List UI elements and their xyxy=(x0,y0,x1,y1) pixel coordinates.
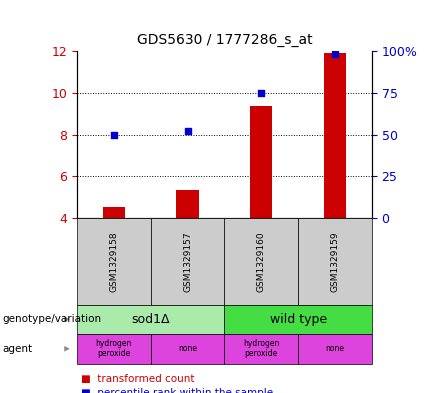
Text: sod1Δ: sod1Δ xyxy=(132,313,170,326)
Bar xyxy=(250,107,272,218)
Title: GDS5630 / 1777286_s_at: GDS5630 / 1777286_s_at xyxy=(136,33,312,47)
Text: none: none xyxy=(178,344,197,353)
Text: agent: agent xyxy=(2,344,32,354)
Point xyxy=(331,51,338,57)
Text: GSM1329159: GSM1329159 xyxy=(330,231,339,292)
Bar xyxy=(103,207,125,218)
Bar xyxy=(176,190,198,218)
Text: none: none xyxy=(326,344,345,353)
Text: ■  percentile rank within the sample: ■ percentile rank within the sample xyxy=(81,388,274,393)
Point xyxy=(110,131,117,138)
Text: genotype/variation: genotype/variation xyxy=(2,314,101,324)
Text: GSM1329157: GSM1329157 xyxy=(183,231,192,292)
Bar xyxy=(324,53,346,218)
Text: GSM1329160: GSM1329160 xyxy=(257,231,266,292)
Text: hydrogen
peroxide: hydrogen peroxide xyxy=(95,339,132,358)
Text: wild type: wild type xyxy=(270,313,326,326)
Point xyxy=(258,90,265,96)
Point xyxy=(184,128,191,134)
Text: hydrogen
peroxide: hydrogen peroxide xyxy=(243,339,279,358)
Text: GSM1329158: GSM1329158 xyxy=(110,231,118,292)
Text: ■  transformed count: ■ transformed count xyxy=(81,374,195,384)
